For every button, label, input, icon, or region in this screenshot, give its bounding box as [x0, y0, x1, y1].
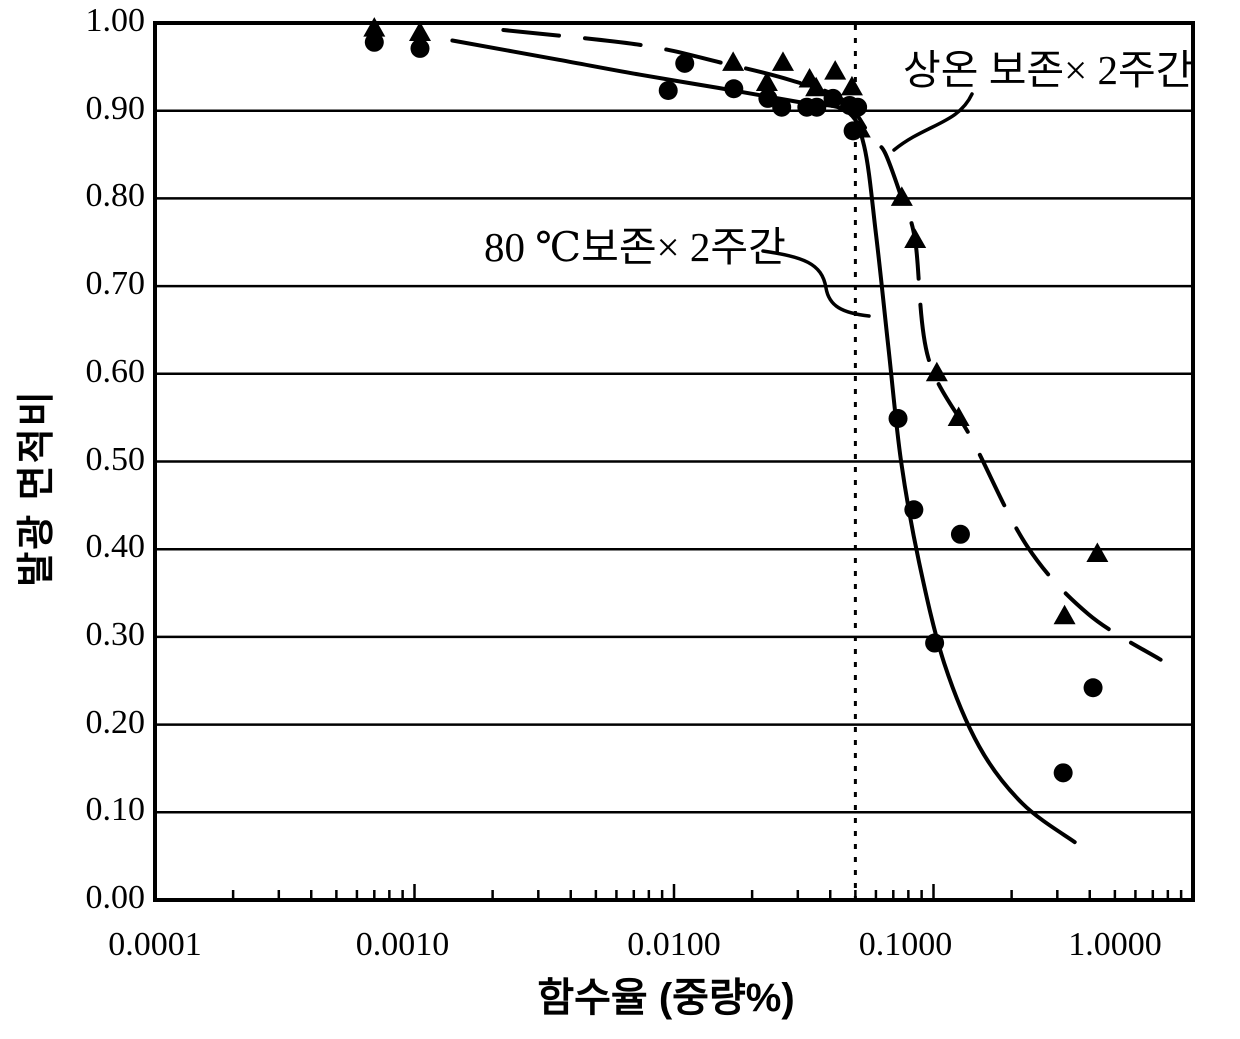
y-tick-label: 0.80	[85, 177, 146, 215]
y-tick-label: 0.20	[85, 703, 146, 741]
data-point-circle	[1083, 678, 1103, 698]
x-tick-label: 0.1000	[858, 926, 953, 963]
leader-line-80c	[761, 249, 871, 318]
data-point-circle	[823, 88, 843, 108]
data-point-triangle	[904, 228, 927, 248]
x-tick-label: 1.0000	[1068, 926, 1162, 963]
data-point-circle	[724, 79, 744, 99]
data-point-circle	[925, 633, 945, 653]
data-point-circle	[904, 500, 924, 520]
y-tick-label: 0.00	[85, 879, 146, 916]
annotation-room-temp: 상온 보존× 2주간	[903, 47, 1194, 93]
data-point-triangle	[824, 60, 847, 80]
y-tick-label: 0.50	[85, 440, 146, 478]
x-tick-label: 0.0010	[355, 926, 450, 963]
y-tick-label: 1.00	[85, 2, 146, 39]
data-point-circle	[675, 53, 695, 73]
trend-curve-room-temp	[501, 28, 1163, 662]
y-tick-label: 0.10	[85, 791, 146, 829]
data-point-circle	[1053, 763, 1073, 783]
data-point-circle	[772, 97, 792, 117]
data-point-triangle	[1053, 604, 1076, 625]
data-point-circle	[848, 97, 868, 117]
data-point-circle	[807, 97, 827, 117]
data-point-triangle	[925, 361, 948, 382]
data-point-circle	[410, 38, 430, 58]
series-room-temp-points	[363, 17, 1109, 625]
leader-line-room-temp	[892, 92, 974, 152]
data-point-triangle	[947, 406, 970, 427]
data-point-circle	[658, 81, 678, 101]
data-point-triangle	[771, 51, 794, 71]
data-point-circle	[364, 32, 384, 52]
annotation-80c: 80 ℃보존× 2주간	[484, 224, 786, 270]
data-point-triangle	[755, 71, 778, 92]
gridlines	[155, 109, 1193, 814]
trend-curve-80c	[450, 38, 1077, 845]
y-tick-label: 0.90	[85, 89, 146, 127]
data-point-triangle	[840, 75, 863, 96]
y-tick-label: 0.30	[85, 615, 146, 653]
x-tick-label: 0.0100	[627, 926, 721, 963]
data-point-circle	[758, 88, 778, 108]
data-point-triangle	[848, 117, 871, 138]
data-point-triangle	[805, 76, 828, 97]
y-tick-label: 0.70	[85, 265, 146, 303]
data-point-circle	[950, 524, 970, 544]
data-point-triangle	[408, 21, 431, 42]
data-point-triangle	[1086, 542, 1109, 562]
x-axis-title: 함수율 (중량%)	[537, 976, 795, 1020]
x-tick-label: 0.0001	[108, 926, 202, 963]
y-tick-label: 0.60	[85, 352, 146, 390]
data-point-triangle	[890, 186, 913, 206]
y-tick-label: 0.40	[85, 528, 146, 566]
x-axis-ticks	[153, 884, 1195, 900]
data-point-triangle	[722, 51, 745, 71]
series-80c-points	[364, 32, 1103, 783]
data-point-circle	[888, 409, 908, 429]
data-point-triangle	[363, 17, 386, 37]
